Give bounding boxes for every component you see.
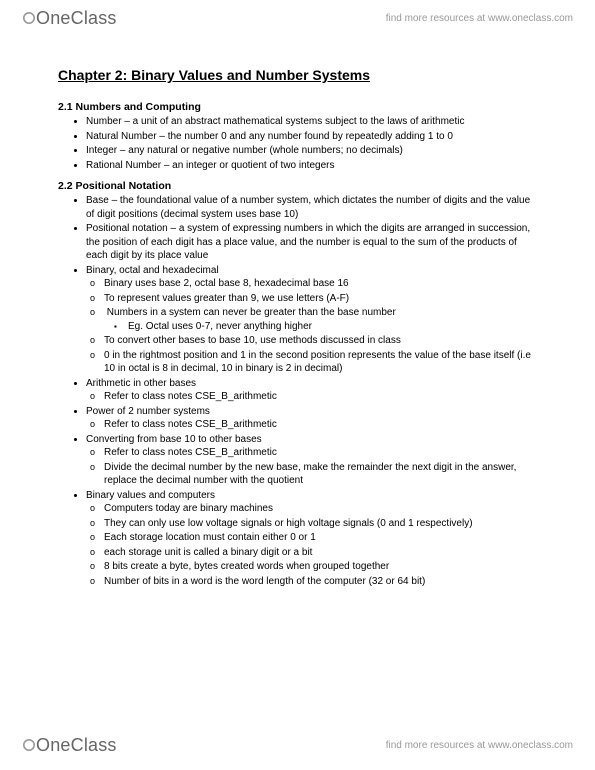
page-header: OneClass find more resources at www.onec… bbox=[0, 0, 595, 37]
list-item: Refer to class notes CSE_B_arithmetic bbox=[104, 446, 537, 460]
list-item: Base – the foundational value of a numbe… bbox=[86, 194, 537, 221]
resources-link[interactable]: find more resources at www.oneclass.com bbox=[386, 740, 573, 751]
list-item: Computers today are binary machines bbox=[104, 502, 537, 516]
brand-class: Class bbox=[71, 8, 117, 28]
sub-list: Refer to class notes CSE_B_arithmetic bbox=[86, 390, 537, 404]
sub-list: Binary uses base 2, octal base 8, hexade… bbox=[86, 277, 537, 376]
logo-icon bbox=[22, 11, 36, 25]
chapter-title: Chapter 2: Binary Values and Number Syst… bbox=[58, 67, 537, 83]
section-2-list: Base – the foundational value of a numbe… bbox=[58, 194, 537, 588]
brand-class: Class bbox=[71, 735, 117, 755]
sub-list: Refer to class notes CSE_B_arithmetic bbox=[86, 418, 537, 432]
list-item: They can only use low voltage signals or… bbox=[104, 517, 537, 531]
sub-list: Refer to class notes CSE_B_arithmetic Di… bbox=[86, 446, 537, 488]
list-item: Integer – any natural or negative number… bbox=[86, 144, 537, 158]
brand-one: One bbox=[36, 735, 71, 755]
brand-logo: OneClass bbox=[22, 8, 117, 29]
list-item: Binary values and computers Computers to… bbox=[86, 489, 537, 589]
sub-list: Computers today are binary machines They… bbox=[86, 502, 537, 588]
list-item: Refer to class notes CSE_B_arithmetic bbox=[104, 390, 537, 404]
item-text: Binary values and computers bbox=[86, 490, 215, 501]
list-item: Positional notation – a system of expres… bbox=[86, 222, 537, 263]
item-text: Binary, octal and hexadecimal bbox=[86, 265, 219, 276]
list-item: Rational Number – an integer or quotient… bbox=[86, 159, 537, 173]
list-item: Number – a unit of an abstract mathemati… bbox=[86, 115, 537, 129]
page-content: Chapter 2: Binary Values and Number Syst… bbox=[0, 37, 595, 588]
list-item: Numbers in a system can never be greater… bbox=[104, 306, 537, 333]
list-item: Binary, octal and hexadecimal Binary use… bbox=[86, 264, 537, 376]
list-item: Arithmetic in other bases Refer to class… bbox=[86, 377, 537, 404]
list-item: Divide the decimal number by the new bas… bbox=[104, 461, 537, 488]
resources-link[interactable]: find more resources at www.oneclass.com bbox=[386, 13, 573, 24]
list-item: Eg. Octal uses 0-7, never anything highe… bbox=[128, 320, 537, 334]
list-item: 0 in the rightmost position and 1 in the… bbox=[104, 349, 537, 376]
list-item: Natural Number – the number 0 and any nu… bbox=[86, 130, 537, 144]
list-item: To represent values greater than 9, we u… bbox=[104, 292, 537, 306]
section-2-title: 2.2 Positional Notation bbox=[58, 180, 537, 192]
item-text: Arithmetic in other bases bbox=[86, 378, 196, 389]
logo-icon bbox=[22, 738, 36, 752]
page-footer: OneClass find more resources at www.onec… bbox=[0, 727, 595, 770]
item-text: Numbers in a system can never be greater… bbox=[107, 307, 396, 318]
list-item: Refer to class notes CSE_B_arithmetic bbox=[104, 418, 537, 432]
item-text: Power of 2 number systems bbox=[86, 406, 210, 417]
brand-one: One bbox=[36, 8, 71, 28]
list-item: Number of bits in a word is the word len… bbox=[104, 575, 537, 589]
list-item: Each storage location must contain eithe… bbox=[104, 531, 537, 545]
list-item: 8 bits create a byte, bytes created word… bbox=[104, 560, 537, 574]
list-item: each storage unit is called a binary dig… bbox=[104, 546, 537, 560]
list-item: Power of 2 number systems Refer to class… bbox=[86, 405, 537, 432]
brand-logo: OneClass bbox=[22, 735, 117, 756]
subsub-list: Eg. Octal uses 0-7, never anything highe… bbox=[104, 320, 537, 334]
item-text: Converting from base 10 to other bases bbox=[86, 434, 262, 445]
list-item: To convert other bases to base 10, use m… bbox=[104, 334, 537, 348]
list-item: Binary uses base 2, octal base 8, hexade… bbox=[104, 277, 537, 291]
section-1-list: Number – a unit of an abstract mathemati… bbox=[58, 115, 537, 172]
list-item: Converting from base 10 to other bases R… bbox=[86, 433, 537, 488]
section-1-title: 2.1 Numbers and Computing bbox=[58, 101, 537, 113]
